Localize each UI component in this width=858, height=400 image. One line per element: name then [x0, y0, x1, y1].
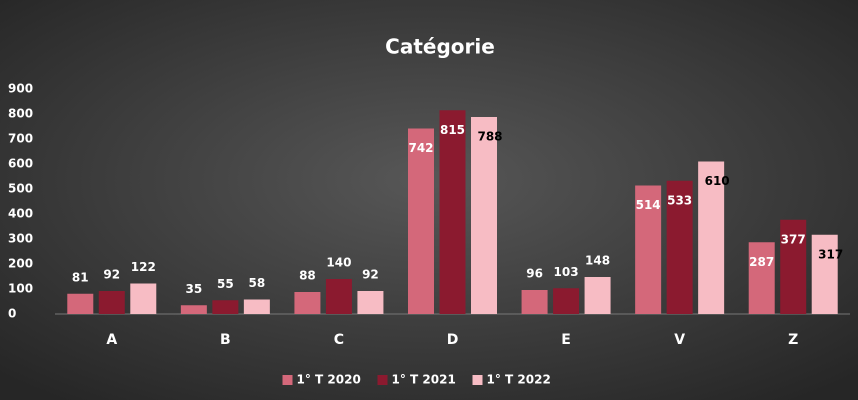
data-label: 55 — [217, 277, 234, 291]
bar — [811, 234, 838, 314]
bar — [521, 290, 548, 314]
bar — [584, 277, 611, 314]
y-tick-label: 700 — [8, 132, 33, 146]
bar — [212, 300, 239, 314]
data-label: 92 — [103, 268, 120, 282]
bar — [180, 305, 207, 314]
chart-title: Catégorie — [385, 35, 495, 59]
y-tick-label: 800 — [8, 107, 33, 121]
bar — [698, 161, 725, 314]
data-label: 140 — [326, 256, 351, 270]
bar — [98, 291, 125, 314]
bar — [294, 292, 321, 314]
x-tick-label: Z — [788, 332, 798, 348]
bar — [439, 110, 466, 314]
legend-swatch — [282, 375, 293, 385]
legend-label: 1° T 2021 — [392, 373, 456, 387]
y-tick-label: 100 — [8, 282, 33, 296]
y-tick-label: 200 — [8, 257, 33, 271]
x-tick-label: E — [561, 332, 571, 348]
bar — [780, 219, 807, 314]
data-label: 287 — [749, 255, 774, 269]
legend-swatch — [472, 375, 483, 385]
data-label: 742 — [408, 141, 433, 155]
bar — [408, 128, 434, 314]
data-label: 815 — [440, 123, 465, 137]
bar — [243, 299, 270, 314]
data-label: 148 — [585, 254, 610, 268]
data-label: 514 — [636, 198, 661, 212]
legend-swatch — [377, 375, 388, 385]
x-tick-label: C — [334, 332, 344, 348]
data-label: 35 — [186, 282, 203, 296]
x-tick-label: D — [447, 332, 459, 348]
data-label: 58 — [249, 276, 266, 290]
data-label: 92 — [362, 268, 379, 282]
x-tick-label: V — [674, 332, 685, 348]
data-label: 81 — [72, 270, 89, 284]
bar — [357, 291, 384, 314]
legend-label: 1° T 2020 — [297, 373, 361, 387]
x-tick-label: B — [220, 332, 231, 348]
y-tick-label: 400 — [8, 207, 33, 221]
data-label: 317 — [818, 247, 843, 261]
legend-label: 1° T 2022 — [487, 373, 551, 387]
bar — [553, 288, 580, 314]
bar — [67, 293, 94, 314]
bar — [635, 185, 662, 314]
data-label: 103 — [554, 265, 579, 279]
y-tick-label: 0 — [8, 307, 16, 321]
data-label: 533 — [667, 193, 692, 207]
data-label: 610 — [705, 174, 730, 188]
bar — [325, 279, 352, 314]
data-label: 788 — [477, 130, 502, 144]
y-tick-label: 900 — [8, 82, 33, 96]
data-label: 122 — [131, 260, 156, 274]
bar — [130, 283, 157, 314]
data-label: 96 — [526, 267, 543, 281]
bar — [666, 180, 693, 314]
data-label: 377 — [781, 232, 806, 246]
bar — [748, 242, 775, 314]
data-label: 88 — [299, 269, 316, 283]
bar — [471, 117, 497, 314]
y-tick-label: 500 — [8, 182, 33, 196]
x-tick-label: A — [106, 332, 117, 348]
y-tick-label: 600 — [8, 157, 33, 171]
y-tick-label: 300 — [8, 232, 33, 246]
